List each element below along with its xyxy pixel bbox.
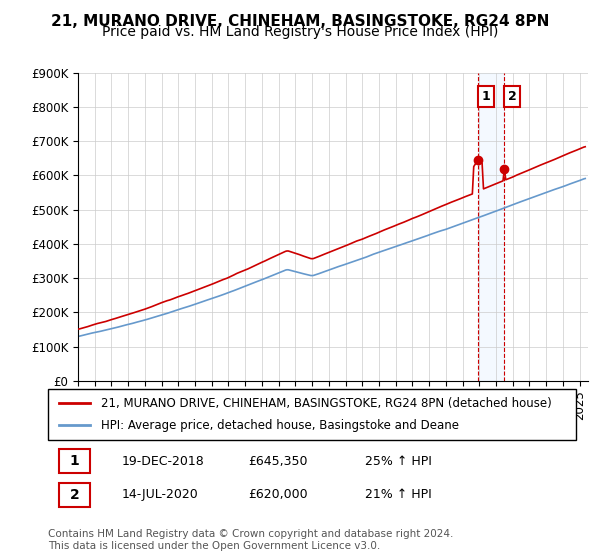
Text: 14-JUL-2020: 14-JUL-2020 — [122, 488, 199, 501]
Text: £645,350: £645,350 — [248, 455, 308, 468]
Text: 2: 2 — [70, 488, 79, 502]
Text: Price paid vs. HM Land Registry's House Price Index (HPI): Price paid vs. HM Land Registry's House … — [102, 25, 498, 39]
Text: 21, MURANO DRIVE, CHINEHAM, BASINGSTOKE, RG24 8PN: 21, MURANO DRIVE, CHINEHAM, BASINGSTOKE,… — [51, 14, 549, 29]
FancyBboxPatch shape — [59, 483, 90, 507]
Text: Contains HM Land Registry data © Crown copyright and database right 2024.
This d: Contains HM Land Registry data © Crown c… — [48, 529, 454, 551]
Text: £620,000: £620,000 — [248, 488, 308, 501]
Bar — [478, 73, 505, 381]
Text: 25% ↑ HPI: 25% ↑ HPI — [365, 455, 431, 468]
Text: HPI: Average price, detached house, Basingstoke and Deane: HPI: Average price, detached house, Basi… — [101, 419, 459, 432]
Text: 2: 2 — [508, 90, 517, 103]
Text: 21% ↑ HPI: 21% ↑ HPI — [365, 488, 431, 501]
Text: 19-DEC-2018: 19-DEC-2018 — [122, 455, 205, 468]
Text: 21, MURANO DRIVE, CHINEHAM, BASINGSTOKE, RG24 8PN (detached house): 21, MURANO DRIVE, CHINEHAM, BASINGSTOKE,… — [101, 397, 551, 410]
FancyBboxPatch shape — [48, 389, 576, 440]
Text: 1: 1 — [70, 454, 79, 468]
Text: 1: 1 — [481, 90, 490, 103]
FancyBboxPatch shape — [59, 449, 90, 473]
